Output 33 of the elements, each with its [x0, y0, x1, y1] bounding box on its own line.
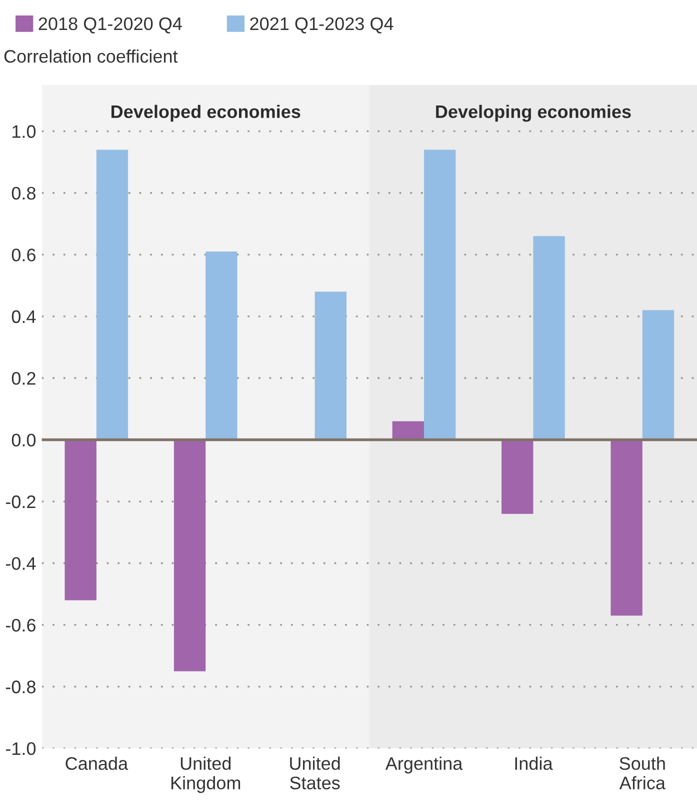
- bar: [533, 236, 565, 440]
- x-tick-label: Argentina: [385, 756, 463, 774]
- y-tick-label: -0.2: [6, 495, 36, 508]
- y-tick-label: 0.6: [12, 248, 36, 262]
- band-label: Developing economies: [436, 104, 631, 122]
- y-tick-label: 0.4: [12, 310, 36, 324]
- band-label: Developed economies: [112, 104, 300, 122]
- y-tick-label: 0.0: [12, 434, 36, 446]
- x-tick-label: South Africa: [619, 756, 666, 790]
- y-axis-title: Correlation coefficient: [4, 50, 178, 63]
- x-tick-label: United Kingdom: [171, 756, 240, 793]
- legend-label: 2018 Q1-2020 Q4: [38, 17, 182, 34]
- bar: [174, 440, 206, 672]
- bar: [96, 150, 128, 440]
- bar: [424, 150, 456, 440]
- y-tick-label: 0.8: [12, 186, 36, 200]
- bar: [642, 310, 674, 440]
- bar: [392, 421, 424, 440]
- x-tick-label: Canada: [66, 756, 128, 770]
- bar: [64, 440, 96, 600]
- x-tick-label: United States: [290, 756, 340, 790]
- y-tick-label: 1.0: [12, 125, 36, 138]
- y-tick-label: 0.2: [12, 372, 36, 385]
- bar: [206, 252, 238, 440]
- bar: [610, 440, 642, 616]
- y-tick-label: -0.6: [6, 618, 36, 632]
- legend-label: 2021 Q1-2023 Q4: [250, 17, 394, 34]
- y-tick-label: -0.8: [6, 680, 36, 694]
- bar: [314, 292, 346, 440]
- y-tick-label: -0.4: [6, 557, 36, 570]
- bar: [502, 440, 534, 514]
- x-tick-label: India: [515, 756, 553, 770]
- y-tick-label: -1.0: [6, 742, 36, 756]
